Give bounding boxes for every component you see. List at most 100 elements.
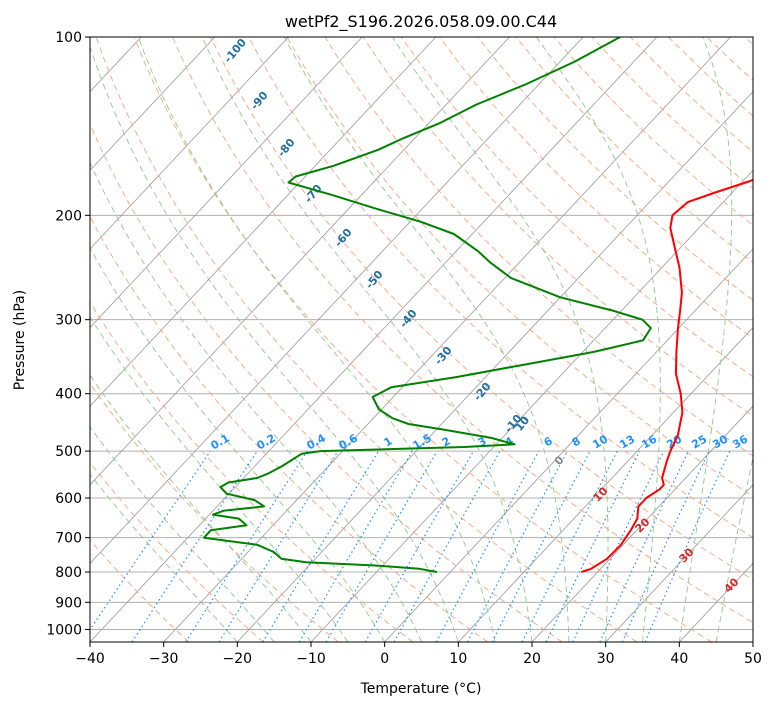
isotherm-line [531,405,753,642]
moist-adiabat-line [90,374,312,642]
dry-adiabat-line [744,37,753,46]
dry-adiabat-line [477,37,753,301]
moist-adiabat-label: -60 [332,226,355,250]
isotherm-line [458,326,753,642]
moist-adiabat-line [201,37,533,642]
x-tick-label: 40 [670,651,688,667]
mixing-ratio-label: 0.1 [209,431,232,452]
y-tick-label: 500 [55,444,82,460]
dewpoint-profile-line [203,37,652,573]
isotherm-line [605,484,753,642]
mixing-ratio-line [491,450,591,642]
y-tick-label: 300 [55,313,82,329]
plot-frame [89,36,754,643]
dry-adiabat-line [133,37,712,642]
dry-adiabat-line [90,382,339,642]
dry-adiabat-line [90,301,414,642]
dry-adiabat-line [90,215,488,642]
dry-adiabat-line [248,37,753,539]
isotherm-line [90,37,437,407]
mixing-ratio-line [545,450,641,642]
y-tick-label: 600 [55,491,82,507]
isotherm-line [679,562,753,642]
y-tick-label: 700 [55,531,82,547]
isotherm-line [0,37,68,642]
dry-adiabat-line [286,37,753,497]
x-tick-label: 0 [380,651,389,667]
x-tick-label: 30 [597,651,615,667]
isotherm-line [90,37,289,250]
mixing-ratio-label: 10 [590,432,610,451]
mixing-ratio-label: 25 [689,433,709,452]
temperature-profile-line [581,178,753,573]
moist-adiabat-line [536,37,661,642]
y-axis-label: Pressure (hPa) [12,290,28,390]
mixing-ratio-line [466,450,568,642]
mixing-ratio-label: 36 [730,432,750,451]
mixing-ratio-line [90,450,211,631]
dry-adiabat-line [324,37,753,457]
x-tick-label: 10 [449,651,467,667]
isotherm-line [90,37,363,329]
mixing-ratio-line [393,450,501,642]
y-tick-label: 400 [55,387,82,403]
mixing-ratio-line [435,450,540,642]
mixing-ratio-line [262,450,380,642]
isotherm-line [90,37,216,171]
x-axis-label: Temperature (°C) [360,681,482,697]
x-tick-label: −10 [296,651,326,667]
dry-adiabat-line [90,461,264,642]
x-tick-label: 20 [523,651,541,667]
isotherm-line [90,37,510,486]
moist-adiabat-line [90,247,386,642]
mixing-ratio-line [185,450,308,642]
isotherm-line [752,641,753,642]
mixing-ratio-line [521,450,619,642]
mixing-ratio-line [599,450,690,642]
moist-adiabat-label: -70 [302,182,325,206]
moist-adiabat-label: -50 [363,268,386,292]
moist-adiabat-label: -90 [248,89,271,113]
mixing-ratio-label: 13 [617,433,637,452]
moist-adiabat-line [90,473,238,642]
x-tick-label: −30 [149,651,179,667]
x-tick-label: −20 [223,651,253,667]
y-tick-label: 800 [55,565,82,581]
moist-adiabat-line [137,37,496,642]
y-tick-label: 200 [55,208,82,224]
mixing-ratio-line [364,450,474,642]
mixing-ratio-label: 1 [382,434,395,449]
mixing-ratio-line [572,450,665,642]
chart-title: wetPf2_S196.2026.058.09.00.C44 [285,12,557,32]
dry-adiabat-line [90,539,190,642]
dry-adiabat-line [706,37,753,81]
x-tick-label: 50 [744,651,762,667]
mixing-ratio-label: 8 [570,434,583,449]
moist-adiabat-line [715,455,753,642]
y-tick-label: 900 [55,595,82,611]
isotherm-line [310,169,753,642]
dry-adiabat-line [90,123,563,642]
dry-adiabat-line [95,37,638,642]
moist-adiabat-line [284,37,570,642]
dry-adiabat-line [210,37,753,581]
isotherm-line [163,37,731,642]
dry-adiabat-line [171,37,753,624]
isotherm-line [237,91,753,642]
dry-adiabat-label: 20 [633,515,653,535]
x-tick-label: −40 [75,651,105,667]
moist-adiabat-line [90,426,275,642]
y-tick-label: 100 [55,30,82,46]
isotherm-line [90,37,584,564]
moist-adiabat-line [90,315,349,642]
dry-adiabat-label: 10 [591,484,611,504]
mixing-ratio-label: 16 [639,432,659,451]
mixing-ratio-line [131,450,258,642]
moist-adiabat-line [90,45,459,642]
moist-adiabat-label: -100 [221,36,249,66]
y-tick-label: 1000 [46,622,82,638]
moist-adiabat-line [678,37,733,642]
moist-adiabat-line [392,37,609,642]
isotherm-line [90,37,658,642]
